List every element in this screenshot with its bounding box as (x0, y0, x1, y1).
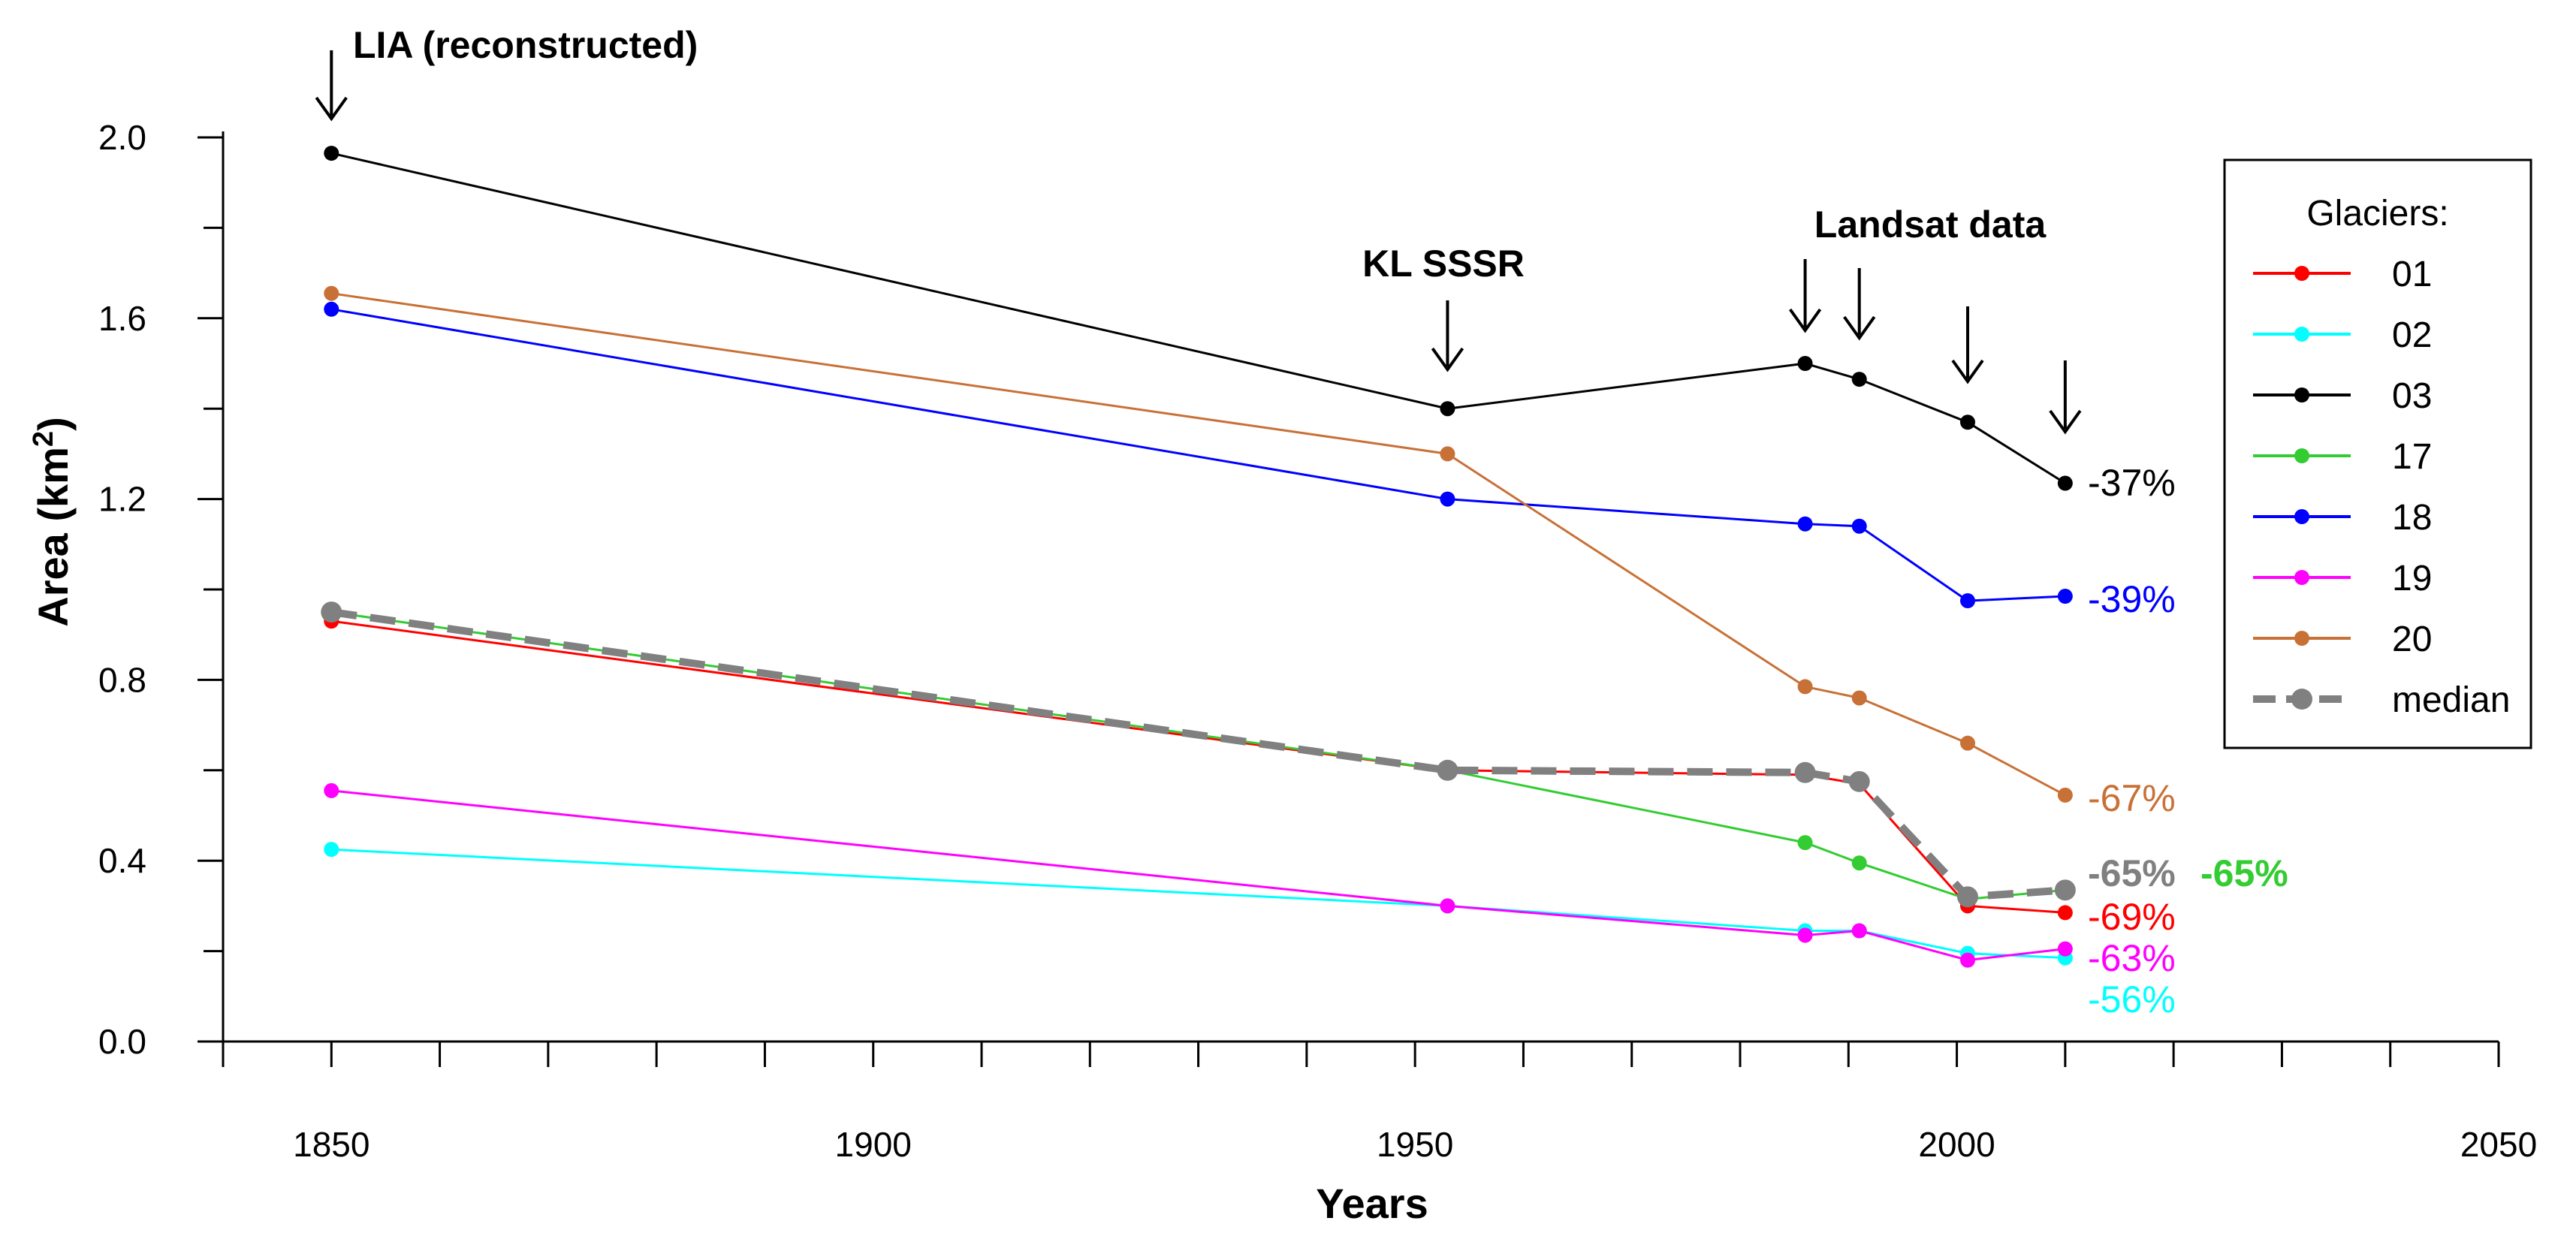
series-line-18 (331, 308, 2065, 602)
legend-swatch-marker (2291, 689, 2312, 710)
data-point-18 (1960, 593, 1975, 609)
data-point-median (1437, 759, 1458, 781)
data-point-median (1957, 886, 1978, 908)
legend-label: 20 (2392, 620, 2432, 659)
data-point-19 (1797, 927, 1813, 943)
change-labels: -69% -56% -37% -65% -39% -63% -67% -65% (2088, 462, 2288, 1020)
data-point-02 (324, 842, 339, 858)
series-line-median (330, 608, 2066, 901)
x-axis-label: Years (1316, 1180, 1428, 1227)
x-tick-label: 2050 (2460, 1125, 2537, 1164)
legend-label: 18 (2392, 498, 2432, 538)
data-point-20 (1851, 690, 1867, 706)
legend-swatch-marker (2294, 631, 2309, 646)
data-point-20 (1440, 446, 1455, 462)
series-line-19 (331, 789, 2066, 962)
y-axis-label-main: Area (km (29, 447, 77, 627)
data-point-03 (1797, 356, 1813, 371)
data-point-20 (1797, 679, 1813, 695)
data-point-median (2054, 879, 2076, 901)
legend-label: median (2392, 680, 2510, 720)
data-point-18 (324, 301, 339, 317)
y-tick-label: 0.4 (98, 841, 146, 880)
x-tick-label: 1900 (835, 1125, 912, 1164)
data-point-median (1848, 770, 1870, 792)
change-label-median: -65% (2088, 852, 2176, 894)
legend-label: 01 (2392, 255, 2432, 294)
y-tick-label: 0.8 (98, 660, 146, 699)
legend-entries: 01 02 03 17 18 19 20 median (2253, 255, 2510, 720)
y-axis-label: Area (km2) (28, 417, 77, 626)
legend-box (2223, 158, 2532, 749)
annotation-arrow-head (1843, 315, 1876, 341)
data-point-18 (1440, 491, 1455, 507)
data-point-20 (324, 285, 339, 301)
annotation-label: LIA (reconstructed) (353, 24, 698, 66)
annotation-arrow-head (1431, 347, 1464, 372)
legend-label: 02 (2392, 315, 2432, 355)
annotation-arrow-head (1788, 308, 1822, 333)
annotations: LIA (reconstructed) KL SSSR Landsat data (315, 24, 2082, 435)
data-point-19 (2057, 941, 2073, 957)
change-label-17: -65% (2200, 852, 2288, 894)
annotation-label: KL SSSR (1362, 243, 1525, 285)
data-point-03 (1960, 415, 1975, 430)
annotation-label: Landsat data (1814, 203, 2047, 246)
legend-swatch-marker (2294, 509, 2309, 524)
data-point-median (321, 601, 342, 623)
legend-title: Glaciers: (2306, 194, 2448, 234)
change-label-19: -63% (2088, 937, 2176, 979)
legend-swatch-marker (2294, 570, 2309, 585)
y-tick-label: 2.0 (98, 118, 146, 157)
data-point-03 (1440, 401, 1455, 417)
y-tick-label: 0.0 (98, 1022, 146, 1061)
annotation-arrow-head (315, 96, 348, 122)
y-tick-label: 1.6 (98, 299, 146, 338)
change-label-01: -69% (2088, 896, 2176, 938)
y-axis-label-superscript: 2 (28, 431, 59, 447)
data-point-median (1794, 761, 1816, 783)
data-point-20 (2057, 787, 2073, 803)
legend-label: 19 (2392, 559, 2432, 598)
y-axis-label-close: ) (29, 417, 77, 431)
series-line-20 (331, 292, 2066, 797)
series-lines (321, 146, 2076, 968)
data-point-19 (324, 782, 339, 798)
data-point-17 (1797, 835, 1813, 851)
data-point-03 (2057, 475, 2073, 491)
legend-swatch-marker (2294, 448, 2309, 463)
data-point-18 (2057, 589, 2073, 604)
legend-swatch-marker (2294, 327, 2309, 342)
x-tick-label: 2000 (1918, 1125, 1995, 1164)
y-tick-label: 1.2 (98, 480, 146, 519)
change-label-02: -56% (2088, 978, 2176, 1020)
data-point-17 (1851, 855, 1867, 871)
axes: 1850 1900 1950 2000 2050 0.0 0.4 0.8 1.2 1.6 2.0 (98, 118, 2537, 1164)
annotation-arrow-head (2049, 409, 2082, 435)
data-point-03 (324, 146, 339, 161)
series-line-03 (330, 152, 2066, 484)
data-point-18 (1797, 516, 1813, 532)
legend-swatch-marker (2294, 266, 2309, 281)
legend-swatch-marker (2294, 387, 2309, 402)
legend: Glaciers: 01 02 03 17 18 19 20 median (2223, 158, 2532, 749)
data-point-18 (1851, 518, 1867, 534)
data-point-19 (1960, 952, 1975, 968)
change-label-20: -67% (2088, 777, 2176, 819)
change-label-03: -37% (2088, 462, 2176, 504)
series-line-02 (331, 848, 2065, 960)
legend-label: 03 (2392, 376, 2432, 416)
x-tick-label: 1950 (1377, 1125, 1453, 1164)
data-point-20 (1960, 735, 1975, 751)
data-point-19 (1851, 923, 1867, 939)
annotation-arrow-head (1951, 359, 1984, 384)
x-tick-label: 1850 (293, 1125, 370, 1164)
data-point-03 (1851, 372, 1867, 387)
legend-label: 17 (2392, 437, 2432, 477)
data-point-01 (2057, 905, 2073, 921)
data-point-19 (1440, 898, 1455, 914)
change-label-18: -39% (2088, 578, 2176, 620)
